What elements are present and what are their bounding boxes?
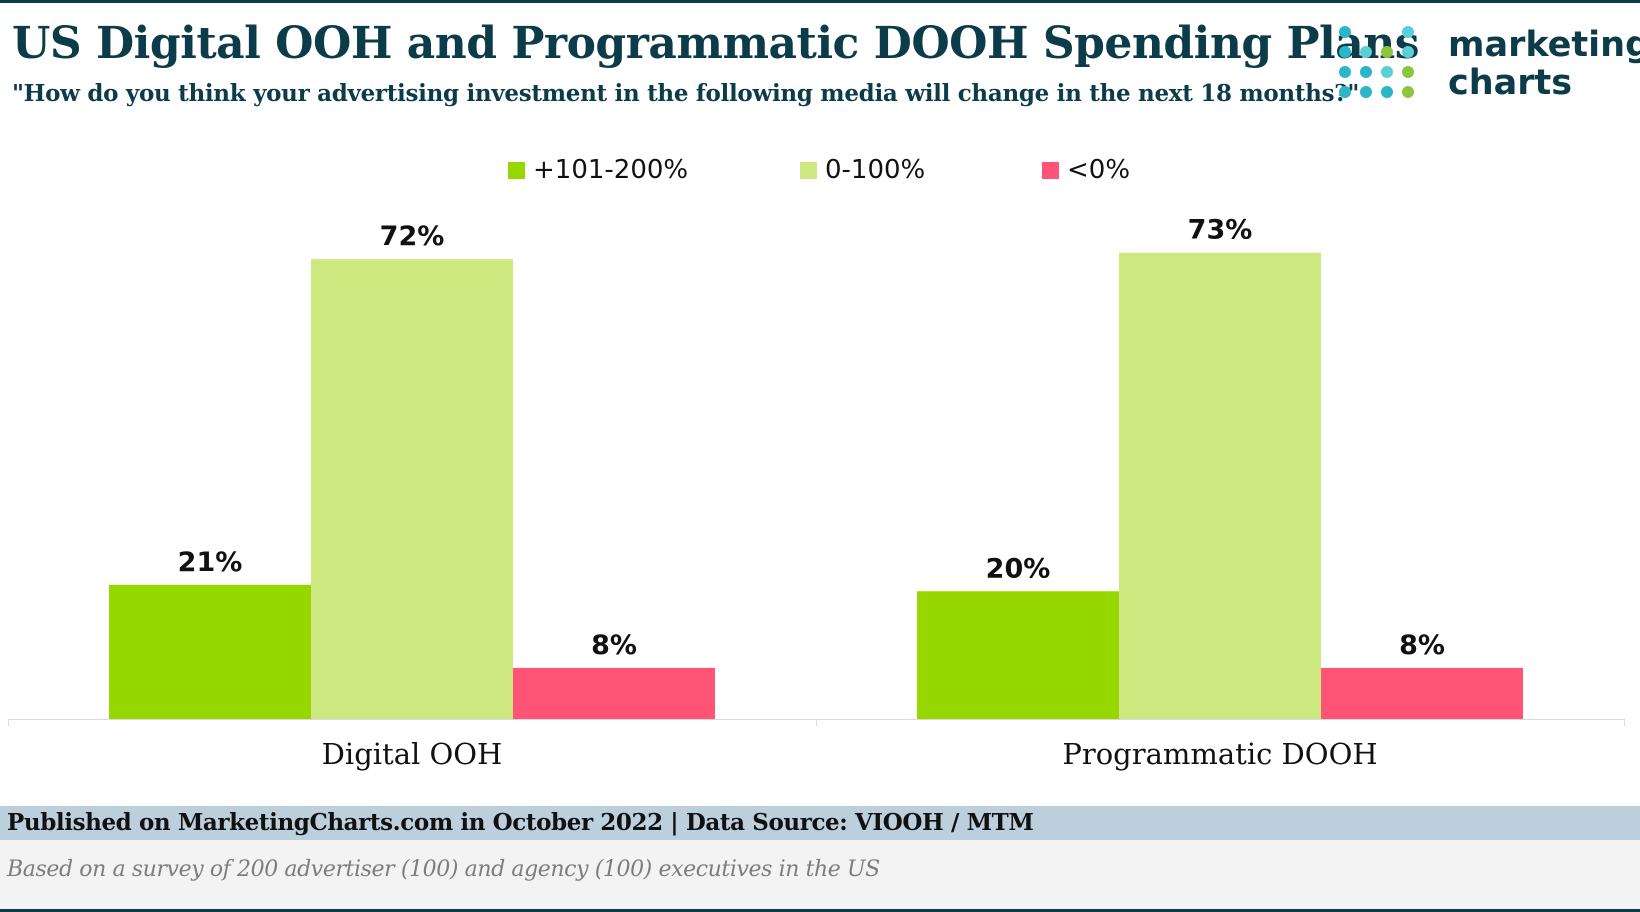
legend-label: <0%: [1067, 155, 1131, 185]
logo-dot: [1381, 66, 1393, 78]
logo-dot: [1381, 46, 1393, 58]
bar-value-label: 21%: [178, 547, 243, 578]
logo-dot: [1360, 86, 1372, 98]
bar-value-label: 8%: [591, 630, 637, 661]
footer-source: Published on MarketingCharts.com in Octo…: [7, 809, 1034, 836]
logo-dot: [1402, 86, 1414, 98]
legend-label: +101-200%: [533, 155, 689, 185]
legend-item: +101-200%: [508, 150, 688, 190]
bar: [917, 591, 1119, 719]
logo-dot: [1360, 66, 1372, 78]
chart-title: US Digital OOH and Programmatic DOOH Spe…: [12, 18, 1420, 69]
category-label: Digital OOH: [322, 737, 503, 771]
bar: [109, 584, 311, 719]
logo-dot: [1360, 46, 1372, 58]
logo-dot: [1402, 26, 1414, 38]
footer-source-band: Published on MarketingCharts.com in Octo…: [0, 806, 1640, 840]
legend-swatch: [800, 161, 817, 179]
logo-dot: [1402, 46, 1414, 58]
bottom-rule: [0, 909, 1640, 912]
bar: [1119, 252, 1321, 719]
legend-swatch: [508, 161, 525, 179]
footer-note: Based on a survey of 200 advertiser (100…: [7, 857, 880, 882]
logo-dot: [1381, 86, 1393, 98]
logo-word-charts: charts: [1448, 63, 1573, 103]
bar-value-label: 8%: [1399, 630, 1445, 661]
category-label: Programmatic DOOH: [1062, 737, 1377, 771]
footer-note-band: Based on a survey of 200 advertiser (100…: [0, 840, 1640, 909]
bar: [1321, 667, 1523, 719]
bar-value-label: 73%: [1188, 215, 1253, 246]
logo-dot: [1339, 46, 1351, 58]
marketingcharts-logo[interactable]: marketing charts: [1338, 26, 1640, 106]
bar: [311, 259, 513, 719]
logo-dots-icon: [1339, 26, 1414, 98]
bar: [513, 667, 715, 719]
logo-word-marketing: marketing: [1448, 25, 1640, 65]
logo-wordmark: marketing charts: [1448, 26, 1640, 102]
legend-item: 0-100%: [800, 150, 925, 190]
legend-swatch: [1042, 161, 1059, 179]
top-rule: [0, 0, 1640, 3]
logo-dot: [1339, 66, 1351, 78]
chart-legend: +101-200% 0-100% <0%: [0, 150, 1640, 190]
logo-dot: [1339, 26, 1351, 38]
legend-label: 0-100%: [825, 155, 926, 185]
bar-value-label: 72%: [380, 221, 445, 252]
logo-dot: [1402, 66, 1414, 78]
bar-value-label: 20%: [986, 553, 1051, 584]
legend-item: <0%: [1042, 150, 1130, 190]
chart-subtitle: "How do you think your advertising inves…: [12, 80, 1360, 107]
logo-dot: [1339, 86, 1351, 98]
